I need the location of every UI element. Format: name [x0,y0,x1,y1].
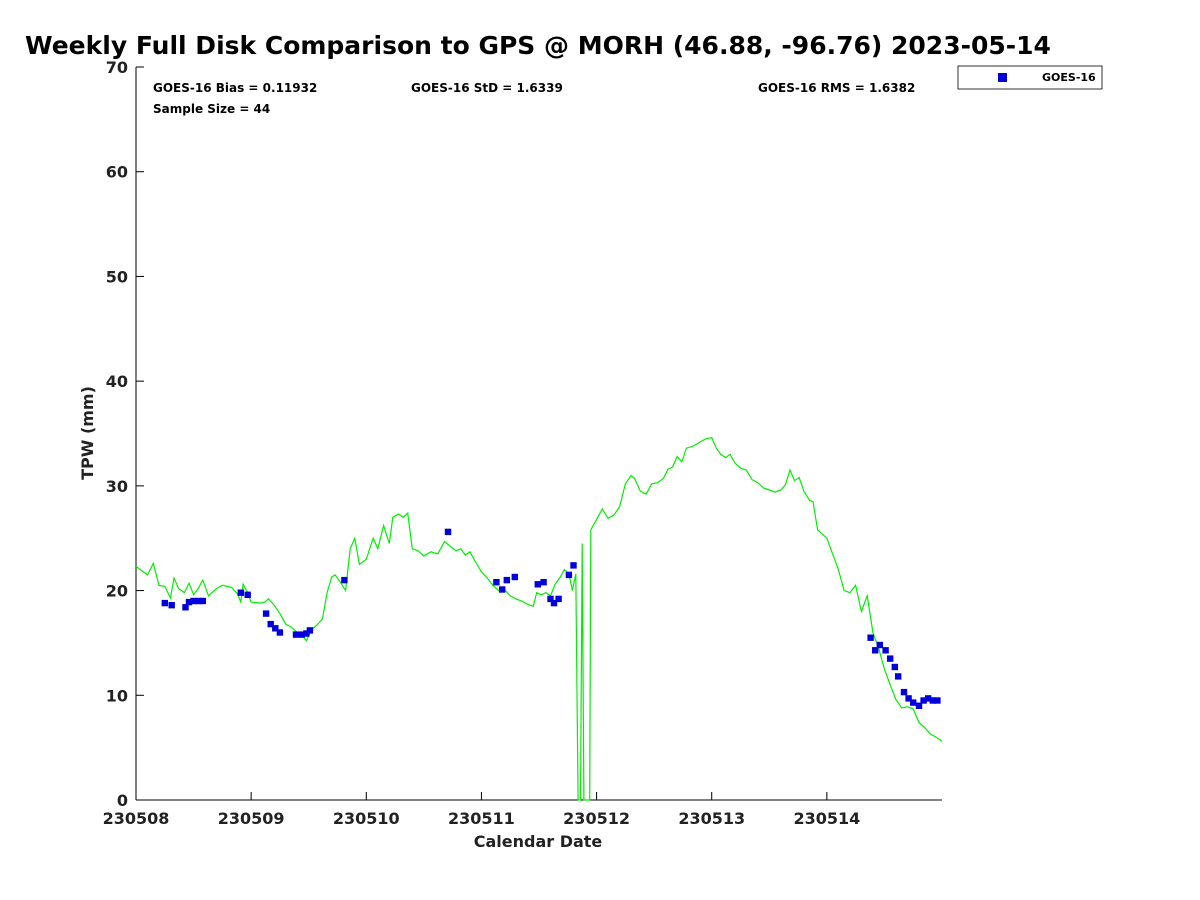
goes-16-point [934,697,941,704]
legend-label-goes-16: GOES-16 [1042,71,1096,84]
goes-16-point [267,620,274,628]
chart-title: Weekly Full Disk Comparison to GPS @ MOR… [25,31,1051,60]
y-tick-label: 50 [106,267,128,286]
goes-16-point [891,663,898,671]
goes-16-point [499,586,506,593]
goes-16-point [341,576,348,584]
goes-16-point [929,697,936,704]
goes-16-point [534,581,541,588]
goes-16-point [895,673,902,680]
y-tick-label: 70 [106,58,128,77]
y-axis-ticks: 0 10 20 30 40 50 60 70 [106,58,144,810]
goes-16-point [570,562,577,569]
goes-16-point [925,695,932,702]
goes-16-point [900,688,908,696]
x-tick-label: 230513 [678,809,745,828]
goes-16-point [444,528,452,536]
goes-16-point [292,631,300,638]
goes-16-point [910,699,917,706]
x-tick-label: 230509 [218,809,285,828]
goes-16-point [547,595,554,603]
y-tick-label: 10 [106,686,128,705]
x-tick-label: 230514 [793,809,860,828]
x-tick-label: 230512 [563,809,630,828]
gps-series-line [135,437,943,801]
goes-16-point [306,627,314,634]
goes-16-point [199,597,206,605]
goes-16-point [876,641,883,649]
goes-16-point [550,599,558,607]
goes-16-point [915,702,923,709]
goes-16-point [887,655,894,662]
x-axis-ticks: 230508 230509 230510 230511 230512 230513 2305… [103,792,860,828]
goes-16-point [882,647,889,654]
legend-marker-goes-16 [998,73,1007,82]
goes-16-point [303,630,310,637]
goes-16-point [161,599,168,607]
goes-16-point [503,576,510,584]
goes-16-point [168,602,175,609]
goes-16-point [540,579,547,586]
y-tick-label: 30 [106,477,128,496]
goes-16-point [272,625,279,632]
y-axis-label: TPW (mm) [78,386,97,480]
stat-sample-size: Sample Size = 44 [153,102,270,116]
stat-rms: GOES-16 RMS = 1.6382 [758,81,915,95]
legend-box [957,65,1103,90]
goes-16-point [511,573,518,581]
goes-16-point [555,595,562,603]
goes-16-point [237,589,244,596]
goes-16-points [161,528,941,709]
goes-16-point [262,610,270,617]
goes-16-point [244,591,251,598]
goes-16-point [905,695,912,702]
goes-16-point [276,629,284,636]
y-tick-label: 20 [106,582,128,601]
stat-bias: GOES-16 Bias = 0.11932 [153,81,317,95]
goes-16-point [182,604,189,611]
x-tick-label: 230508 [103,809,170,828]
y-tick-label: 0 [117,791,128,810]
x-axis-label: Calendar Date [474,832,603,851]
goes-16-point [872,647,879,654]
stat-std: GOES-16 StD = 1.6339 [411,81,563,95]
goes-16-point [195,597,202,605]
goes-16-point [298,631,305,638]
x-tick-label: 230510 [333,809,400,828]
goes-16-point [867,634,874,641]
goes-16-point [493,579,500,586]
goes-16-point [920,697,927,704]
goes-16-point [190,597,197,605]
goes-16-point [565,571,573,579]
y-tick-label: 60 [106,163,128,182]
goes-16-point [185,598,193,606]
y-tick-label: 40 [106,372,128,391]
x-tick-label: 230511 [448,809,515,828]
legend: GOES-16 [957,65,1103,90]
